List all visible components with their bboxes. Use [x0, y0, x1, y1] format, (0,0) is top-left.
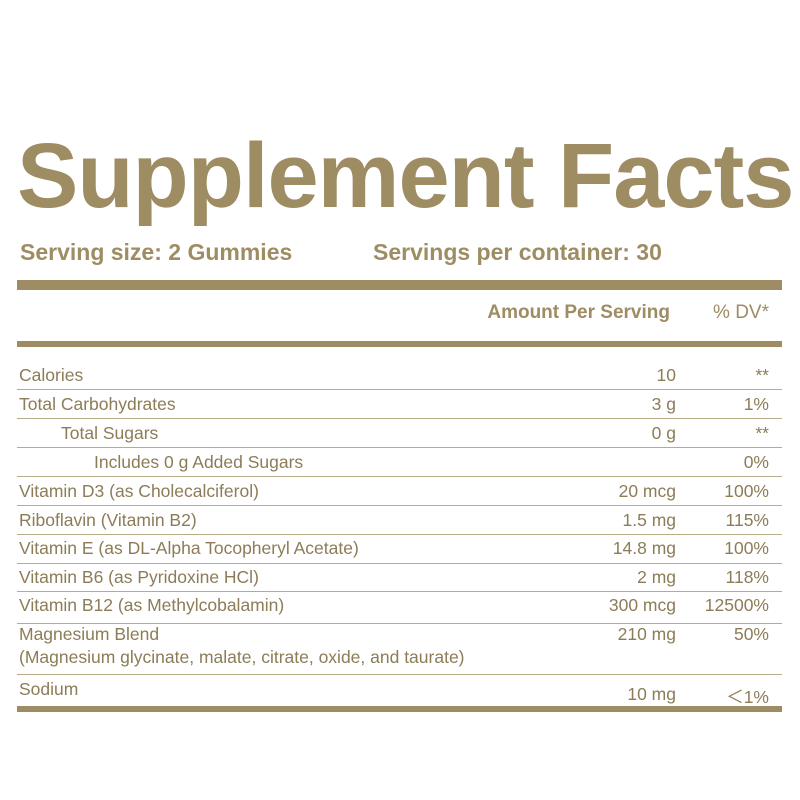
servings-per-container: Servings per container: 30	[373, 239, 662, 265]
row-divider	[17, 476, 782, 477]
row-divider	[17, 623, 782, 624]
nutrient-name: Riboflavin (Vitamin B2)	[19, 510, 197, 530]
row-divider	[17, 505, 782, 506]
nutrient-name: Calories	[19, 365, 84, 385]
amount: 210 mg	[617, 624, 676, 644]
nutrient-name: Magnesium Blend	[19, 624, 160, 644]
dv: 50%	[733, 624, 769, 644]
amount: 300 mcg	[608, 595, 676, 615]
nutrient-name: Includes 0 g Added Sugars	[94, 452, 304, 472]
amount: 20 mcg	[618, 481, 676, 501]
nutrient-name: Total Sugars	[61, 423, 159, 443]
amount: 3 g	[651, 394, 676, 414]
dv: 118%	[725, 567, 769, 587]
amount: 0 g	[651, 423, 676, 443]
nutrient-name: Vitamin B6 (as Pyridoxine HCl)	[19, 567, 259, 587]
nutrient-name: Sodium	[19, 679, 79, 699]
amount: 1.5 mg	[622, 510, 677, 530]
amount: 10 mg	[627, 684, 676, 704]
dv-header: % DV*	[713, 302, 769, 323]
header-divider	[17, 341, 782, 347]
dv: 115%	[725, 510, 769, 530]
dv: 100%	[724, 481, 769, 501]
dv: 12500%	[704, 595, 769, 615]
dv: **	[755, 423, 769, 443]
page-title: Supplement Facts	[17, 125, 794, 227]
dv: 0%	[743, 452, 769, 472]
dv: 100%	[724, 538, 769, 558]
row-divider	[17, 674, 782, 675]
amount-header: Amount Per Serving	[487, 302, 670, 323]
row-divider	[17, 534, 782, 535]
dv: ＜1%	[726, 687, 769, 707]
amount: 10	[656, 365, 676, 385]
row-divider	[17, 447, 782, 448]
row-divider	[17, 591, 782, 592]
nutrient-name: Total Carbohydrates	[19, 394, 176, 414]
nutrient-name: Vitamin D3 (as Cholecalciferol)	[19, 481, 259, 501]
dv: **	[755, 365, 769, 385]
top-divider	[17, 280, 782, 290]
bottom-divider	[17, 706, 782, 712]
amount: 2 mg	[637, 567, 676, 587]
dv: 1%	[743, 394, 769, 414]
nutrient-detail: (Magnesium glycinate, malate, citrate, o…	[19, 647, 465, 667]
amount: 14.8 mg	[612, 538, 676, 558]
nutrient-name: Vitamin B12 (as Methylcobalamin)	[19, 595, 285, 615]
row-divider	[17, 563, 782, 564]
serving-size: Serving size: 2 Gummies	[20, 239, 293, 265]
nutrient-name: Vitamin E (as DL-Alpha Tocopheryl Acetat…	[19, 538, 359, 558]
row-divider	[17, 418, 782, 419]
row-divider	[17, 389, 782, 390]
